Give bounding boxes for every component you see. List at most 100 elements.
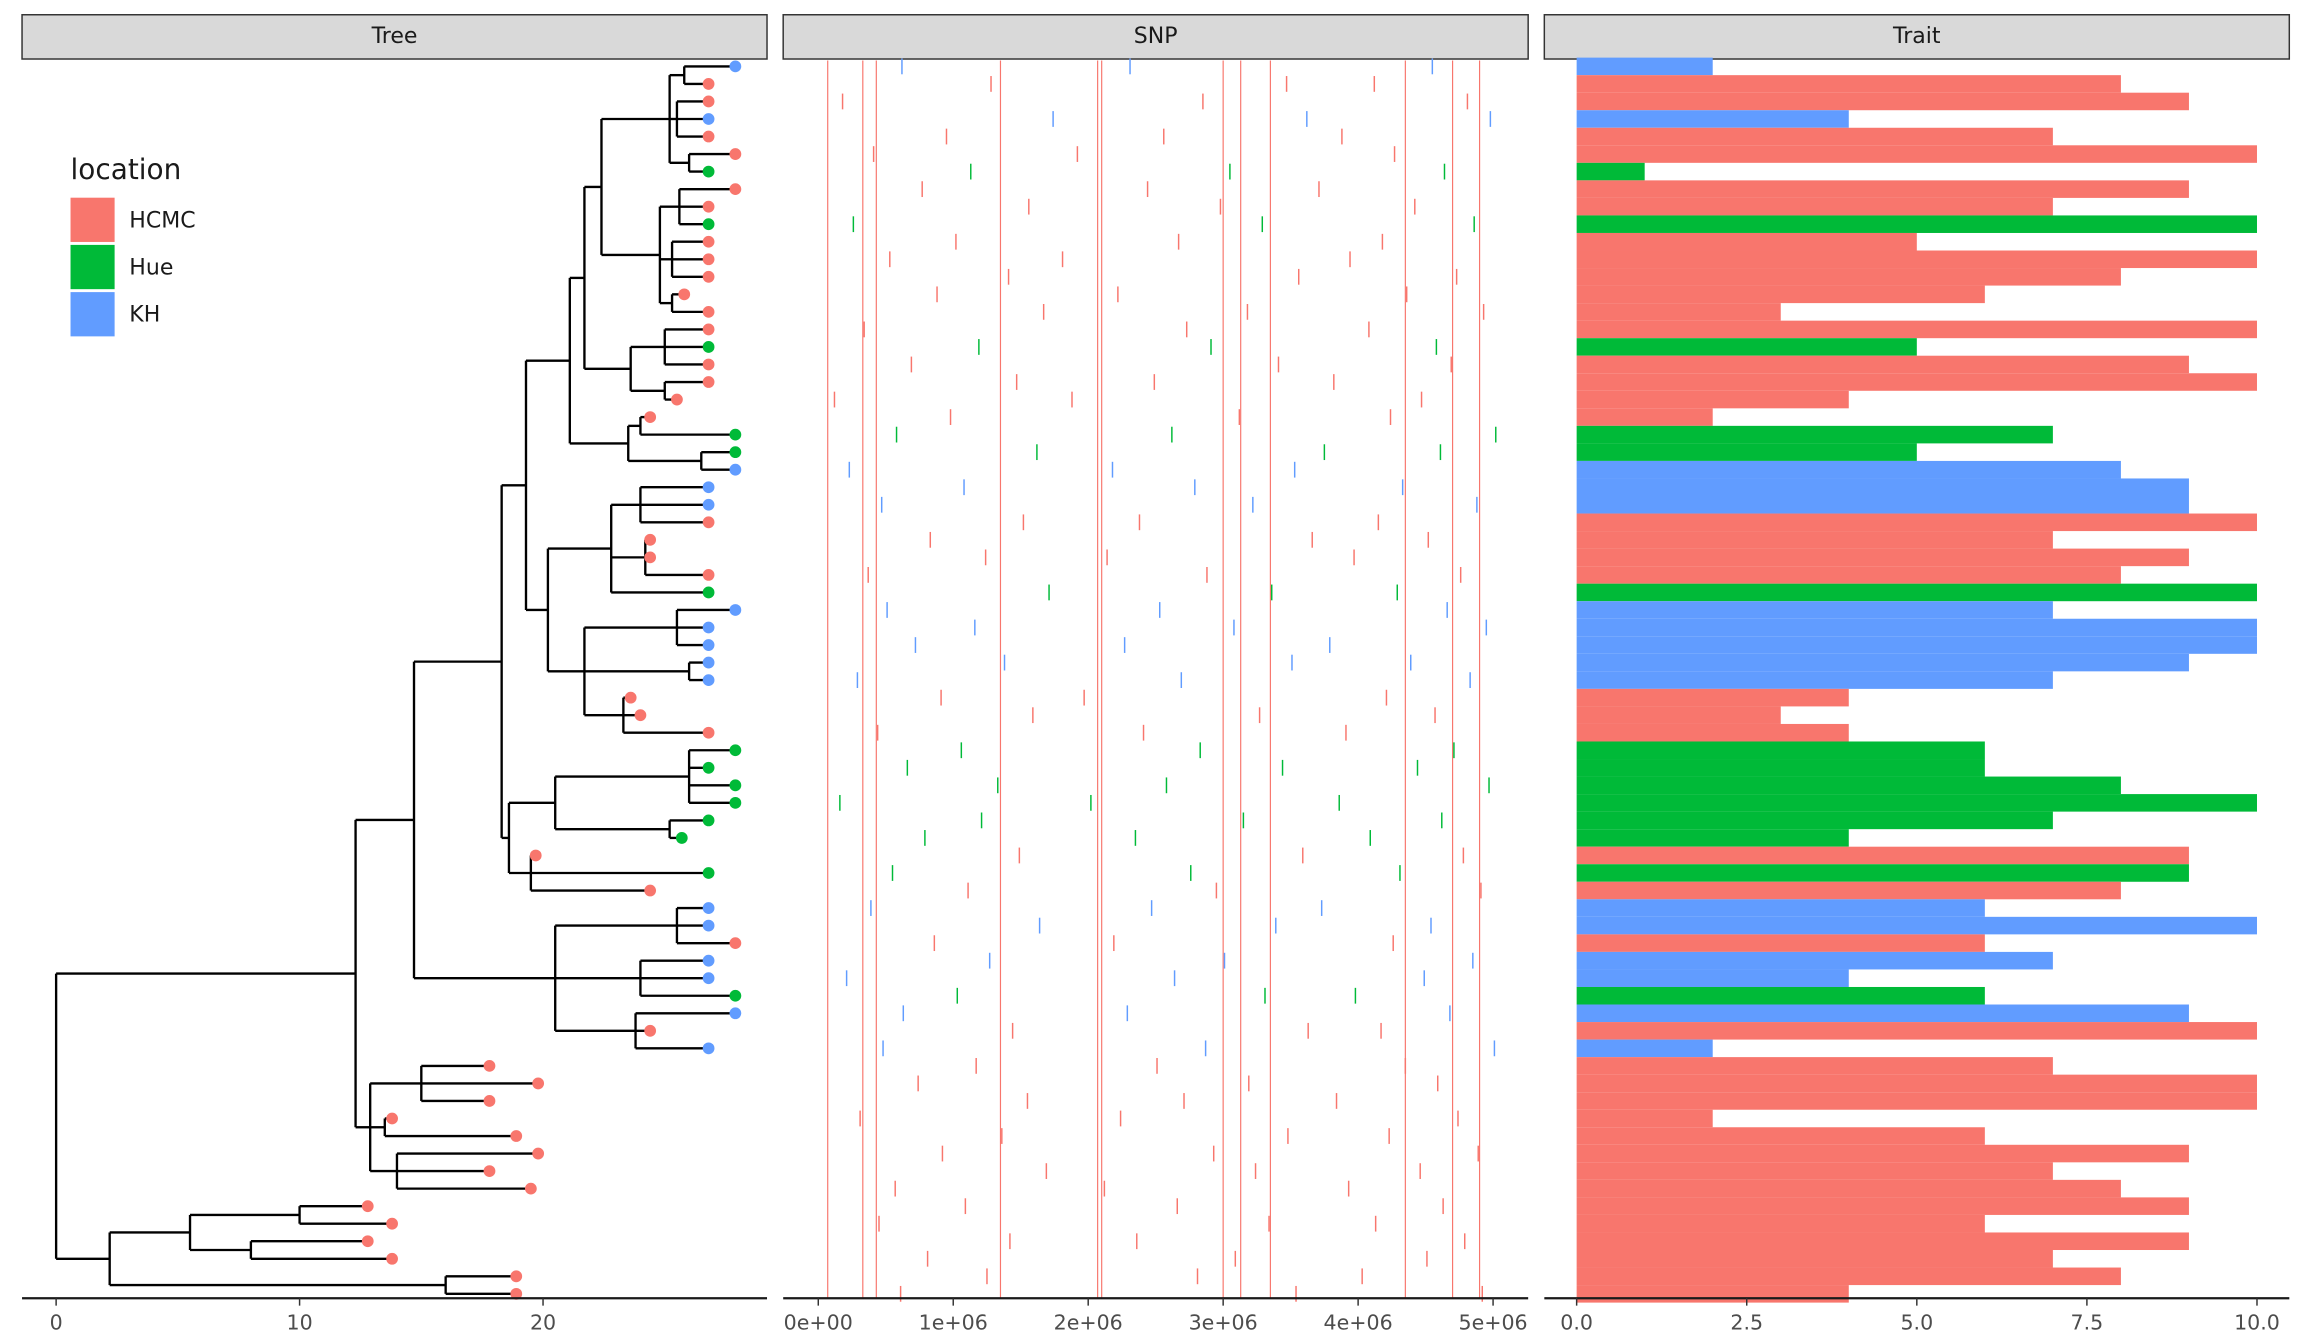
trait-bar <box>1576 478 2189 496</box>
tip-point <box>483 1165 496 1177</box>
trait-bar <box>1576 1267 2121 1286</box>
tip-point <box>702 516 715 529</box>
tip-point <box>702 902 715 914</box>
trait-bar <box>1576 1285 1849 1303</box>
trait-bar <box>1576 1039 1713 1058</box>
tip-point <box>702 972 715 985</box>
tip-point <box>702 867 715 879</box>
legend-key <box>70 292 115 337</box>
tip-point <box>729 148 742 160</box>
tip-point <box>702 1042 715 1055</box>
trait-bar <box>1576 513 2257 532</box>
trait-bar <box>1576 1109 1713 1128</box>
trait-bar <box>1576 601 2053 619</box>
legend-label: KH <box>129 303 160 328</box>
x-tick-label: 2e+06 <box>1054 1310 1123 1334</box>
trait-bar <box>1576 864 2189 882</box>
tip-point <box>702 165 715 178</box>
trait-bar <box>1576 495 2189 514</box>
trait-bar <box>1576 1074 2257 1093</box>
tip-point <box>729 796 742 809</box>
tip-point <box>729 779 742 792</box>
tip-point <box>702 78 715 90</box>
trait-bar <box>1576 653 2189 672</box>
trait-bar <box>1576 741 1985 760</box>
tip-point <box>702 621 715 634</box>
legend-label: Hue <box>129 255 173 280</box>
tip-point <box>671 393 683 406</box>
x-tick-label: 0 <box>50 1310 63 1334</box>
legend-key <box>70 244 115 290</box>
trait-bar <box>1576 162 1645 181</box>
trait-bar <box>1576 1092 2257 1110</box>
tip-point <box>729 183 742 196</box>
trait-bar <box>1576 723 1849 742</box>
trait-bar <box>1576 268 2121 286</box>
tip-point <box>644 551 657 564</box>
trait-bar <box>1576 829 1849 847</box>
trait-bar <box>1576 846 2189 865</box>
tip-point <box>510 1270 523 1283</box>
strip-title: SNP <box>1134 24 1178 49</box>
trait-bar <box>1576 425 2053 444</box>
strip <box>21 14 768 60</box>
trait-bar <box>1576 180 2189 198</box>
trait-bar <box>1576 232 1917 251</box>
tip-point <box>702 218 715 231</box>
tip-point <box>729 446 742 459</box>
strip-title: Tree <box>371 24 418 49</box>
tip-point <box>702 130 715 143</box>
tip-point <box>524 1182 537 1195</box>
trait-bar <box>1576 1057 2053 1075</box>
trait-bar <box>1576 916 2257 935</box>
tip-point <box>361 1200 374 1213</box>
legend-title: location <box>71 153 182 186</box>
strip-title: Trait <box>1892 24 1941 49</box>
trait-bar <box>1576 390 1849 409</box>
trait-bar <box>1576 899 1985 917</box>
trait-bar <box>1576 881 2121 900</box>
tip-point <box>702 358 715 371</box>
trait-bar <box>1576 250 2257 269</box>
tip-point <box>729 604 742 616</box>
trait-bar <box>1576 794 2257 812</box>
tip-point <box>702 586 715 599</box>
trait-bar <box>1576 986 1985 1005</box>
axes: 0 10 20 0e+00 1e+06 2e+06 3e+06 4e+06 5e+06 0.0 2.… <box>22 1297 2290 1334</box>
trait-bar <box>1576 618 2257 637</box>
trait-bar <box>1576 1004 2189 1023</box>
trait-bar <box>1576 127 2053 146</box>
trait-bar <box>1576 1232 2189 1251</box>
tree-layer <box>54 65 736 1296</box>
tip-point <box>702 305 715 318</box>
trait-bar <box>1576 776 2121 795</box>
tip-layer <box>361 60 742 1300</box>
x-tick-label: 0e+00 <box>784 1310 853 1334</box>
trait-bar <box>1576 1144 2189 1163</box>
x-tick-label: 20 <box>530 1310 556 1334</box>
trait-bar <box>1576 1214 1985 1233</box>
trait-bar <box>1576 373 2257 391</box>
x-tick-label: 10 <box>286 1310 312 1334</box>
trait-bar <box>1576 303 1781 321</box>
trait-bar <box>1576 759 1985 777</box>
trait-bar <box>1576 688 1849 707</box>
tip-point <box>675 832 688 844</box>
tip-point <box>702 270 715 283</box>
tip-point <box>510 1287 523 1300</box>
tip-point <box>729 463 742 476</box>
trait-bar <box>1576 548 2189 567</box>
trait-bar <box>1576 1162 2053 1180</box>
trait-bar <box>1576 706 1781 724</box>
trait-bar <box>1576 355 2189 374</box>
tip-point <box>483 1095 496 1107</box>
tip-point <box>702 323 715 336</box>
tip-point <box>702 95 715 108</box>
x-tick-label: 7.5 <box>2071 1310 2104 1334</box>
trait-bar <box>1576 1197 2189 1215</box>
tip-point <box>702 919 715 932</box>
tip-point <box>483 1059 496 1072</box>
tip-point <box>634 709 647 722</box>
trait-bar <box>1576 811 2053 830</box>
